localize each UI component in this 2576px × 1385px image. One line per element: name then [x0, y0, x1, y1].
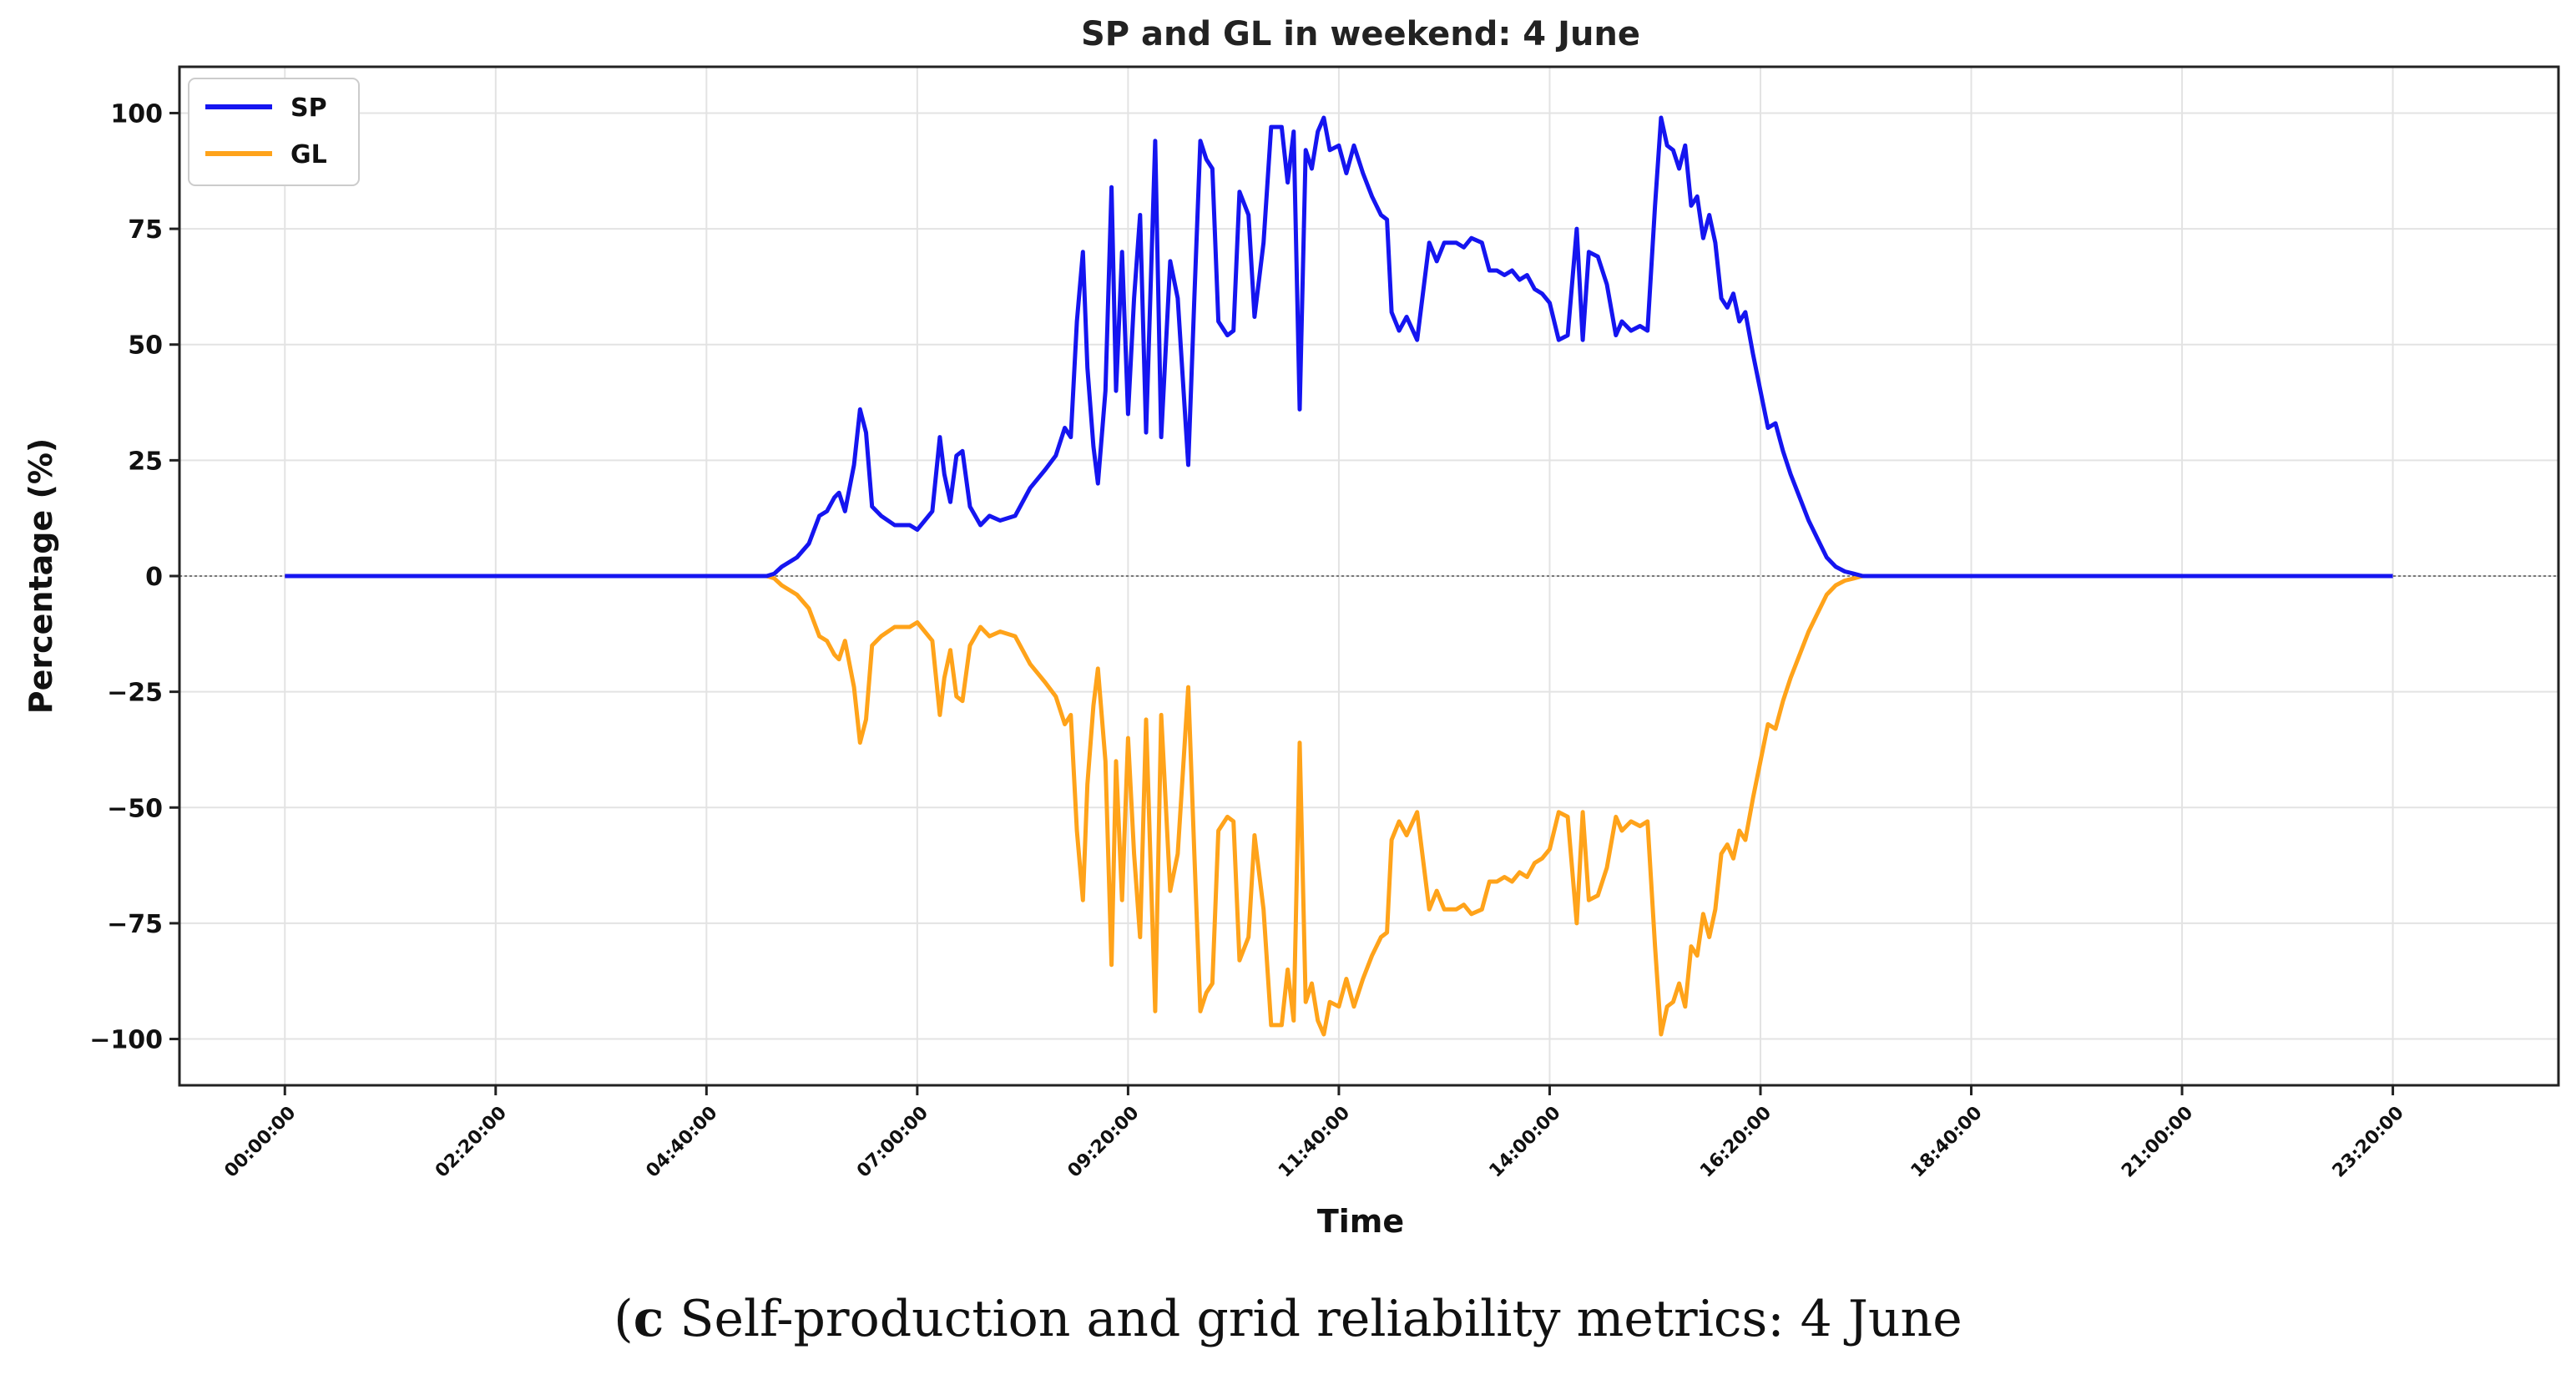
y-tick-label: −100 [89, 1026, 163, 1055]
x-tick-label: 18:40:00 [1907, 1103, 1987, 1182]
x-tick-label: 09:20:00 [1064, 1103, 1144, 1182]
series-gl-line [285, 574, 2393, 1037]
legend-box [188, 78, 360, 186]
x-tick-label: 21:00:00 [2118, 1103, 2197, 1182]
y-tick-label: −75 [107, 910, 163, 939]
y-tick-label: 50 [128, 331, 163, 361]
legend-gl-label: GL [290, 140, 327, 169]
x-tick-label: 07:00:00 [853, 1103, 932, 1182]
y-tick-label: −50 [107, 794, 163, 823]
y-tick-label: 0 [145, 563, 163, 592]
y-tick-label: 75 [128, 215, 163, 245]
chart: SP and GL in weekend: 4 June 100 75 50 25 0 −… [23, 15, 2560, 1240]
x-tick-label: 00:00:00 [220, 1103, 300, 1182]
y-tick-label: 100 [110, 99, 163, 129]
x-tick-label: 16:20:00 [1696, 1103, 1775, 1182]
series-sp-line [285, 115, 2393, 579]
x-tick-label: 23:20:00 [2329, 1103, 2408, 1182]
y-tick-label: −25 [107, 679, 163, 708]
x-tick-label: 02:20:00 [432, 1103, 511, 1182]
chart-title: SP and GL in weekend: 4 June [1081, 15, 1640, 53]
y-axis-label: Percentage (%) [23, 438, 59, 715]
y-tick-label: 25 [128, 447, 163, 476]
y-ticks: 100 75 50 25 0 −25 −50 −75 −100 [89, 99, 179, 1055]
legend-sp-label: SP [290, 94, 327, 123]
figure-caption: (c Self-production and grid reliability … [614, 1290, 1962, 1348]
x-ticks: 00:00:00 02:20:00 04:40:00 07:00:00 09:20:00… [220, 1085, 2408, 1182]
x-tick-label: 11:40:00 [1275, 1103, 1354, 1182]
caption-label: c [633, 1290, 664, 1348]
x-axis-label: Time [1317, 1203, 1404, 1240]
series-layer [285, 115, 2393, 1037]
x-tick-label: 14:00:00 [1486, 1103, 1565, 1182]
x-tick-label: 04:40:00 [642, 1103, 721, 1182]
legend: SP GL [188, 78, 360, 186]
caption-text: Self-production and grid reliability met… [664, 1290, 1962, 1348]
